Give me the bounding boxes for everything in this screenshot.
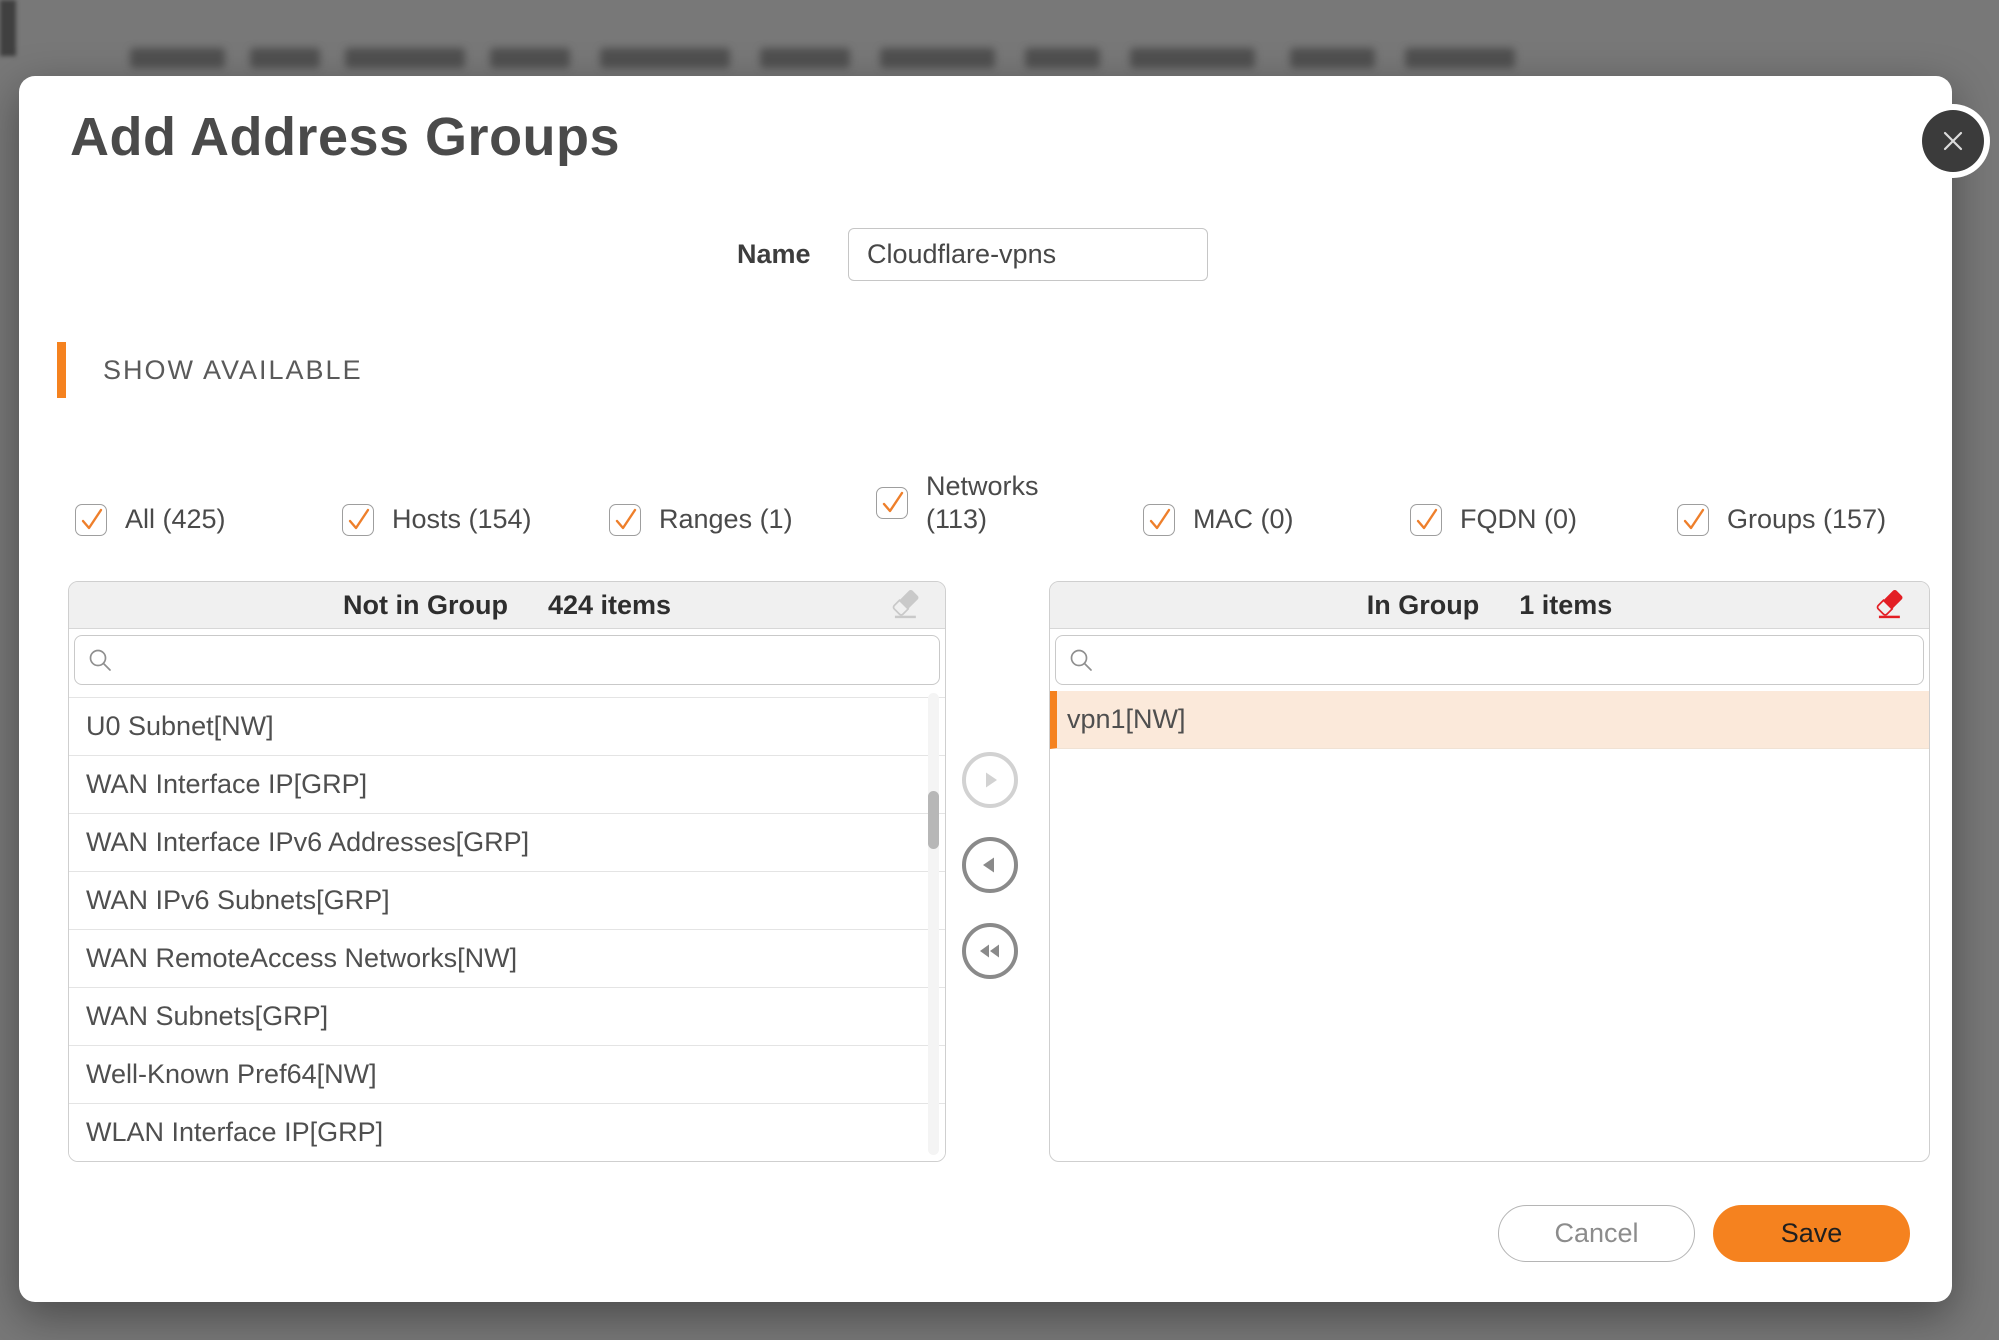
filter-ranges: Ranges (1) <box>609 503 876 536</box>
not-in-group-panel: Not in Group 424 items <box>68 581 946 1162</box>
in-group-header: In Group 1 items <box>1050 582 1929 629</box>
name-input[interactable] <box>848 228 1208 281</box>
checkmark-icon <box>1149 508 1171 529</box>
scrollbar-thumb[interactable] <box>928 791 939 849</box>
filter-label: Hosts (154) <box>392 504 532 534</box>
checkbox-ranges[interactable] <box>609 503 641 536</box>
checkbox-hosts[interactable] <box>342 503 374 536</box>
list-item[interactable]: vpn1[NW] <box>1050 691 1929 749</box>
list-item-label: WAN Subnets[GRP] <box>86 1001 329 1031</box>
checkmark-icon <box>615 508 637 529</box>
in-group-panel: In Group 1 items <box>1049 581 1930 1162</box>
checkmark-icon <box>348 508 370 529</box>
list-item-label: Well-Known Pref64[NW] <box>86 1059 377 1089</box>
eraser-icon <box>1876 589 1903 619</box>
checkmark-icon <box>882 491 904 513</box>
checkmark-icon <box>1683 508 1705 529</box>
section-accent-bar <box>57 342 66 398</box>
list-item-label: WAN Interface IP[GRP] <box>86 769 368 799</box>
filter-label: Groups (157) <box>1727 504 1887 534</box>
list-item-label: WAN IPv6 Subnets[GRP] <box>86 885 390 915</box>
save-button[interactable]: Save <box>1713 1205 1910 1262</box>
double-arrow-left-icon <box>980 944 999 958</box>
section-title: SHOW AVAILABLE <box>103 355 363 385</box>
filter-label: All (425) <box>125 504 226 534</box>
not-in-group-search-input[interactable] <box>74 635 940 685</box>
list-item[interactable]: WAN Subnets[GRP] <box>69 988 945 1046</box>
checkbox-networks[interactable] <box>876 487 908 519</box>
not-in-group-header: Not in Group 424 items <box>69 582 945 629</box>
panel-title: In Group <box>1366 589 1480 620</box>
list-item-label: WAN RemoteAccess Networks[NW] <box>86 943 518 973</box>
close-icon <box>1943 131 1963 151</box>
scrollbar-track <box>928 693 939 1155</box>
filter-label: Networks (113) <box>926 471 1039 534</box>
list-item-label: WLAN Interface IP[GRP] <box>86 1117 384 1147</box>
move-right-button[interactable] <box>962 752 1018 808</box>
clear-selection-button[interactable] <box>1873 588 1907 622</box>
eraser-icon <box>892 589 919 619</box>
in-group-list: vpn1[NW] <box>1050 691 1929 749</box>
dialog-title: Add Address Groups <box>70 107 621 167</box>
panel-count: 424 items <box>547 589 672 620</box>
list-item[interactable]: WAN IPv6 Subnets[GRP] <box>69 872 945 930</box>
filter-label: Ranges (1) <box>659 504 793 534</box>
checkbox-mac[interactable] <box>1143 503 1175 536</box>
move-left-button[interactable] <box>962 837 1018 893</box>
cancel-button[interactable]: Cancel <box>1498 1205 1695 1262</box>
not-in-group-search <box>74 635 940 685</box>
search-icon <box>1068 647 1095 679</box>
checkbox-fqdn[interactable] <box>1410 503 1442 536</box>
list-item[interactable]: WLAN Interface IP[GRP] <box>69 1104 945 1161</box>
add-address-groups-dialog: Add Address Groups Name SHOW AVAILABLE A… <box>19 76 1984 1302</box>
filter-networks: Networks (113) <box>876 470 1143 536</box>
background-corner <box>0 0 16 56</box>
search-icon <box>87 647 114 679</box>
in-group-search-input[interactable] <box>1055 635 1924 685</box>
clear-search-button[interactable] <box>889 588 923 622</box>
list-item[interactable]: U0 Subnet[NW] <box>69 698 945 756</box>
list-item[interactable]: Well-Known Pref64[NW] <box>69 1046 945 1104</box>
list-item[interactable]: WAN Interface IPv6 Addresses[GRP] <box>69 814 945 872</box>
filter-groups: Groups (157) <box>1677 503 1944 536</box>
background-content-blur <box>0 0 1999 80</box>
filter-label: MAC (0) <box>1193 504 1294 534</box>
filter-label: FQDN (0) <box>1460 504 1577 534</box>
list-item-label: WAN Interface IPv6 Addresses[GRP] <box>86 827 530 857</box>
checkmark-icon <box>1416 508 1438 529</box>
name-label: Name <box>737 238 811 269</box>
filter-hosts: Hosts (154) <box>342 503 609 536</box>
list-item-label: U0 Subnet[NW] <box>86 711 274 741</box>
list-item-label: vpn1[NW] <box>1067 704 1186 734</box>
not-in-group-list: U0 Subnet[NW] WAN Interface IP[GRP] WAN … <box>69 698 945 1161</box>
checkbox-all[interactable] <box>75 503 107 536</box>
list-partial-row <box>69 691 945 698</box>
checkbox-groups[interactable] <box>1677 503 1709 536</box>
checkmark-icon <box>81 508 103 529</box>
panel-title: Not in Group <box>342 589 508 620</box>
arrow-right-icon <box>986 772 997 788</box>
in-group-search <box>1055 635 1924 685</box>
filter-all: All (425) <box>75 503 342 536</box>
list-item[interactable]: WAN RemoteAccess Networks[NW] <box>69 930 945 988</box>
filter-fqdn: FQDN (0) <box>1410 503 1677 536</box>
type-filter-row: All (425) Hosts (154) Ranges (1) Network… <box>75 470 1944 536</box>
filter-mac: MAC (0) <box>1143 503 1410 536</box>
list-item[interactable]: WAN Interface IP[GRP] <box>69 756 945 814</box>
not-in-group-list-wrap: U0 Subnet[NW] WAN Interface IP[GRP] WAN … <box>69 691 945 1161</box>
move-all-left-button[interactable] <box>962 923 1018 979</box>
in-group-list-wrap: vpn1[NW] <box>1050 691 1929 1161</box>
panel-count: 1 items <box>1519 589 1613 620</box>
arrow-left-icon <box>983 857 994 873</box>
close-button[interactable] <box>1922 110 1984 172</box>
